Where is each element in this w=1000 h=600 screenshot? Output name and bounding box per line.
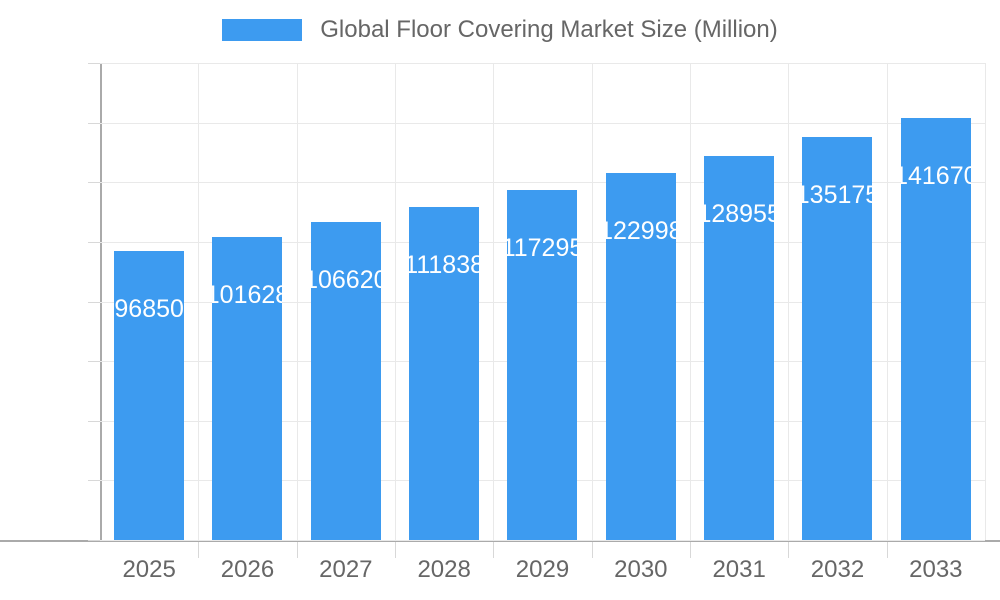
x-tick-mark: [297, 542, 298, 558]
y-tick-mark: [88, 182, 100, 184]
legend-item-label: Global Floor Covering Market Size (Milli…: [320, 16, 778, 43]
x-axis-tick-label: 2030: [614, 556, 668, 583]
y-tick-mark: [88, 540, 100, 541]
gridline-horizontal: [100, 182, 985, 184]
bar[interactable]: 101628: [212, 237, 283, 540]
bar[interactable]: 122998: [605, 173, 676, 540]
y-tick-mark: [88, 122, 100, 124]
bar-slot: 111838: [395, 63, 493, 540]
bar-value-label: 106620: [310, 266, 381, 295]
bar-slot: 141670: [887, 63, 985, 540]
bar-value-label: 96850: [114, 295, 184, 324]
x-axis-tick-label: 2029: [515, 556, 570, 583]
bar[interactable]: 111838: [409, 206, 480, 540]
bar-value-label: 101628: [212, 281, 283, 310]
legend-item-global-floor-covering-market-size[interactable]: Global Floor Covering Market Size (Milli…: [222, 16, 778, 43]
x-axis-tick-label: 2025: [122, 556, 176, 583]
bar-value-label: 117295: [507, 234, 578, 263]
bar-slot: 96850: [100, 63, 198, 540]
x-axis-tick-label: 2032: [810, 556, 865, 583]
bar-slot: 106620: [297, 63, 395, 540]
bar-slot: 117295: [493, 63, 591, 540]
x-axis-tick-label: 2031: [712, 556, 766, 583]
chart-legend: Global Floor Covering Market Size (Milli…: [0, 12, 1000, 48]
bar-slot: 101628: [198, 63, 296, 540]
bar-value-label: 122998: [605, 217, 676, 246]
x-tick-mark: [887, 542, 888, 558]
x-axis-tick-label: 2028: [417, 556, 471, 583]
bar-slot: 135175: [788, 63, 886, 540]
bar[interactable]: 135175: [802, 137, 873, 540]
gridline-vertical: [592, 63, 593, 540]
x-tick-mark: [493, 542, 494, 558]
gridline-vertical: [297, 63, 298, 540]
y-tick-mark: [88, 361, 100, 363]
bar[interactable]: 96850: [114, 251, 185, 540]
bar-value-label: 135175: [802, 181, 873, 210]
y-axis-line: [100, 63, 102, 542]
gridline-vertical: [493, 63, 494, 540]
x-axis-tick-label: 2033: [909, 556, 963, 583]
x-axis-tick-label: 2026: [220, 556, 275, 583]
bar[interactable]: 117295: [507, 190, 578, 540]
x-tick-mark: [788, 542, 789, 558]
bar-value-label: 141670: [900, 161, 971, 190]
bar-slot: 128955: [690, 63, 788, 540]
plot-area: 96850 101628 106620 111838 117295 122998 12895…: [100, 63, 986, 541]
gridline-horizontal: [100, 63, 985, 64]
x-tick-mark: [198, 542, 199, 558]
legend-color-swatch-icon: [222, 19, 303, 41]
gridline-vertical: [887, 63, 888, 540]
gridline-horizontal: [100, 122, 985, 124]
x-tick-mark: [395, 542, 396, 558]
y-tick-mark: [88, 241, 100, 243]
bar-value-label: 111838: [409, 250, 480, 279]
gridline-vertical: [788, 63, 789, 540]
y-tick-mark: [88, 301, 100, 303]
gridline-vertical: [395, 63, 396, 540]
gridline-vertical: [985, 63, 986, 540]
y-tick-mark: [88, 420, 100, 422]
y-tick-mark: [88, 480, 100, 482]
gridline-vertical: [690, 63, 691, 540]
x-axis-line: [0, 540, 1000, 542]
bar[interactable]: 141670: [900, 117, 971, 540]
gridline-vertical: [198, 63, 199, 540]
x-tick-mark: [690, 542, 691, 558]
x-tick-mark: [592, 542, 593, 558]
gridline-horizontal: [100, 540, 985, 541]
y-tick-mark: [88, 63, 100, 64]
bar-value-label: 128955: [704, 199, 775, 228]
bar-slot: 122998: [592, 63, 690, 540]
bar-series: 96850 101628 106620 111838 117295 122998 12895…: [100, 63, 985, 540]
bar[interactable]: 106620: [310, 222, 381, 540]
x-axis-tick-label: 2027: [319, 556, 373, 583]
bar[interactable]: 128955: [704, 155, 775, 540]
